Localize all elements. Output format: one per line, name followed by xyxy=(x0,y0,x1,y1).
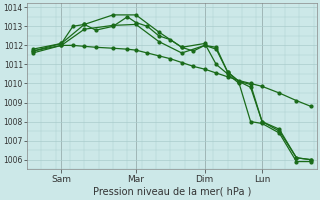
X-axis label: Pression niveau de la mer( hPa ): Pression niveau de la mer( hPa ) xyxy=(92,187,251,197)
